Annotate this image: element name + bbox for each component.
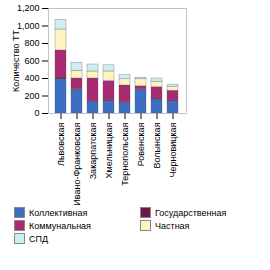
svg-text:Хмельницкая: Хмельницкая [104, 122, 114, 178]
svg-text:Количество ТТ: Количество ТТ [11, 30, 21, 92]
html-text:Государственная: Государственная [155, 207, 227, 218]
html-text:СПД: СПД [29, 233, 49, 244]
svg-text:1,000: 1,000 [17, 21, 40, 31]
svg-text:400: 400 [24, 73, 39, 83]
html-text:Частная: Частная [155, 220, 190, 231]
svg-text:Черновицкая: Черновицкая [168, 122, 178, 177]
svg-text:200: 200 [24, 91, 39, 101]
svg-text:0: 0 [34, 108, 39, 118]
html-text:Коммунальная: Коммунальная [29, 220, 91, 231]
svg-text:Ивано-Франковская: Ивано-Франковская [72, 122, 82, 205]
svg-text:Волынская: Волынская [152, 122, 162, 168]
svg-text:Закарпатская: Закарпатская [88, 122, 98, 179]
svg-text:1,200: 1,200 [17, 3, 40, 13]
svg-text:600: 600 [24, 56, 39, 66]
svg-text:800: 800 [24, 38, 39, 48]
html-text:Коллективная: Коллективная [29, 207, 88, 218]
svg-text:Тернопольская: Тернопольская [120, 122, 130, 185]
svg-text:Львовская: Львовская [56, 122, 66, 166]
svg-text:Ровенская: Ровенская [136, 122, 146, 166]
